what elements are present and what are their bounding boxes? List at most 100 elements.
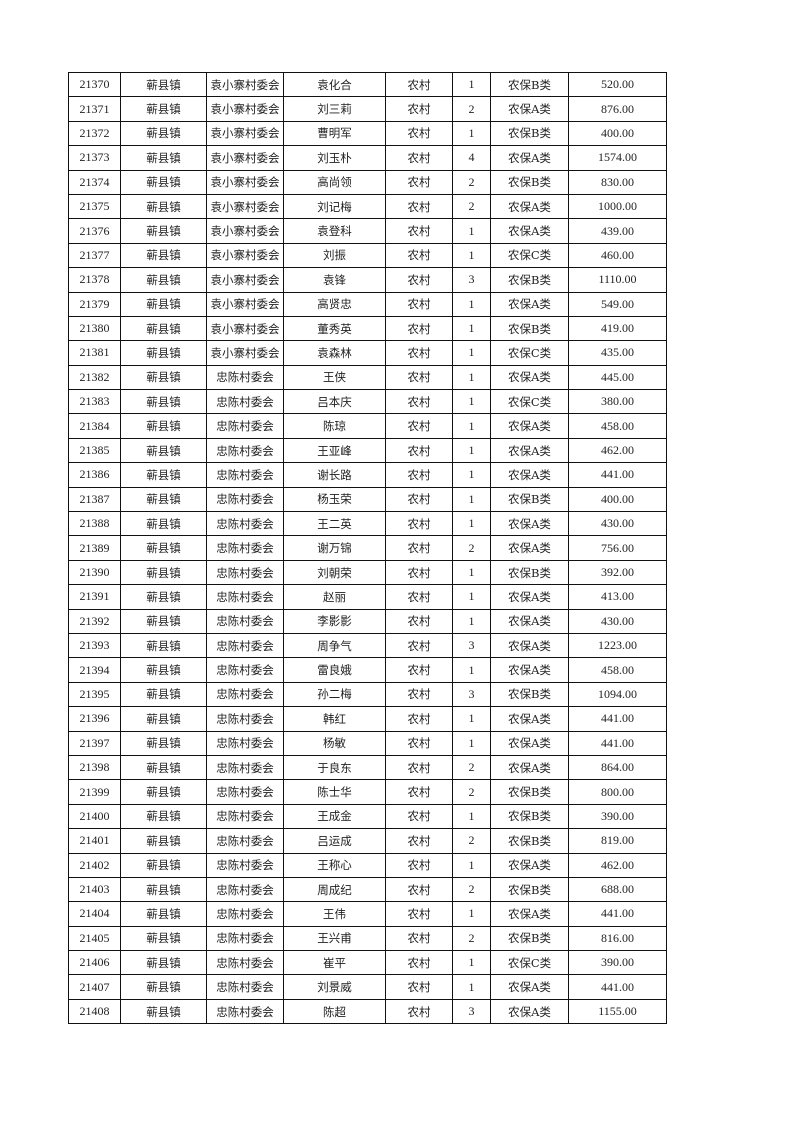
- person-name-cell: 孙二梅: [283, 681, 386, 708]
- village-committee-cell: 忠陈村委会: [206, 608, 284, 634]
- person-name-cell: 于良东: [283, 754, 386, 781]
- town-cell: 蕲县镇: [120, 779, 207, 805]
- record-id-cell: 21402: [68, 852, 121, 878]
- town-cell: 蕲县镇: [120, 71, 207, 98]
- amount-cell: 688.00: [568, 876, 667, 903]
- town-cell: 蕲县镇: [120, 730, 207, 756]
- insurance-category-cell: 农保A类: [490, 511, 569, 537]
- area-type-cell: 农村: [385, 608, 453, 634]
- insurance-category-cell: 农保A类: [490, 852, 569, 878]
- area-type-cell: 农村: [385, 218, 453, 244]
- area-type-cell: 农村: [385, 71, 453, 98]
- area-type-cell: 农村: [385, 437, 453, 464]
- person-name-cell: 赵丽: [283, 584, 386, 610]
- amount-cell: 441.00: [568, 730, 667, 756]
- amount-cell: 441.00: [568, 901, 667, 927]
- household-count-cell: 1: [452, 315, 491, 342]
- town-cell: 蕲县镇: [120, 852, 207, 878]
- table-row: 21372 蕲县镇 袁小寨村委会 曹明军 农村 1 农保B类 400.00: [68, 120, 667, 147]
- town-cell: 蕲县镇: [120, 657, 207, 683]
- household-count-cell: 1: [452, 852, 491, 878]
- insurance-category-cell: 农保B类: [490, 876, 569, 903]
- household-count-cell: 1: [452, 803, 491, 830]
- person-name-cell: 刘记梅: [283, 193, 386, 220]
- amount-cell: 392.00: [568, 559, 667, 586]
- table-row: 21401 蕲县镇 忠陈村委会 吕运成 农村 2 农保B类 819.00: [68, 828, 667, 854]
- village-committee-cell: 袁小寨村委会: [206, 169, 284, 195]
- person-name-cell: 王称心: [283, 852, 386, 878]
- area-type-cell: 农村: [385, 754, 453, 781]
- household-count-cell: 1: [452, 974, 491, 1000]
- table-row: 21391 蕲县镇 忠陈村委会 赵丽 农村 1 农保A类 413.00: [68, 584, 667, 610]
- household-count-cell: 1: [452, 242, 491, 269]
- area-type-cell: 农村: [385, 535, 453, 561]
- record-id-cell: 21404: [68, 901, 121, 927]
- person-name-cell: 李影影: [283, 608, 386, 634]
- record-id-cell: 21401: [68, 828, 121, 854]
- amount-cell: 462.00: [568, 852, 667, 878]
- person-name-cell: 刘朝荣: [283, 559, 386, 586]
- record-id-cell: 21374: [68, 169, 121, 195]
- insurance-category-cell: 农保B类: [490, 267, 569, 293]
- record-id-cell: 21384: [68, 413, 121, 439]
- table-row: 21380 蕲县镇 袁小寨村委会 董秀英 农村 1 农保B类 419.00: [68, 315, 667, 342]
- household-count-cell: 3: [452, 998, 491, 1025]
- table-row: 21382 蕲县镇 忠陈村委会 王侠 农村 1 农保A类 445.00: [68, 364, 667, 391]
- town-cell: 蕲县镇: [120, 340, 207, 366]
- area-type-cell: 农村: [385, 803, 453, 830]
- amount-cell: 419.00: [568, 315, 667, 342]
- person-name-cell: 杨玉荣: [283, 486, 386, 513]
- amount-cell: 756.00: [568, 535, 667, 561]
- household-count-cell: 1: [452, 950, 491, 976]
- town-cell: 蕲县镇: [120, 511, 207, 537]
- household-count-cell: 1: [452, 389, 491, 415]
- record-id-cell: 21393: [68, 632, 121, 659]
- record-id-cell: 21398: [68, 754, 121, 781]
- town-cell: 蕲县镇: [120, 145, 207, 171]
- record-id-cell: 21383: [68, 389, 121, 415]
- household-count-cell: 4: [452, 145, 491, 171]
- area-type-cell: 农村: [385, 193, 453, 220]
- household-count-cell: 2: [452, 535, 491, 561]
- insurance-category-cell: 农保A类: [490, 437, 569, 464]
- table-body: 21370 蕲县镇 袁小寨村委会 袁化合 农村 1 农保B类 520.00 21371 蕲县镇 袁小…: [68, 71, 667, 1025]
- table-row: 21384 蕲县镇 忠陈村委会 陈琼 农村 1 农保A类 458.00: [68, 413, 667, 439]
- record-id-cell: 21388: [68, 511, 121, 537]
- insurance-category-cell: 农保A类: [490, 901, 569, 927]
- table-row: 21379 蕲县镇 袁小寨村委会 高贤忠 农村 1 农保A类 549.00: [68, 291, 667, 317]
- table-row: 21405 蕲县镇 忠陈村委会 王兴甫 农村 2 农保B类 816.00: [68, 925, 667, 952]
- record-id-cell: 21381: [68, 340, 121, 366]
- town-cell: 蕲县镇: [120, 681, 207, 708]
- table-row: 21386 蕲县镇 忠陈村委会 谢长路 农村 1 农保A类 441.00: [68, 462, 667, 488]
- record-id-cell: 21380: [68, 315, 121, 342]
- person-name-cell: 袁登科: [283, 218, 386, 244]
- household-count-cell: 1: [452, 901, 491, 927]
- amount-cell: 549.00: [568, 291, 667, 317]
- amount-cell: 816.00: [568, 925, 667, 952]
- town-cell: 蕲县镇: [120, 803, 207, 830]
- record-id-cell: 21373: [68, 145, 121, 171]
- table-row: 21395 蕲县镇 忠陈村委会 孙二梅 农村 3 农保B类 1094.00: [68, 681, 667, 708]
- person-name-cell: 陈士华: [283, 779, 386, 805]
- person-name-cell: 王兴甫: [283, 925, 386, 952]
- household-count-cell: 1: [452, 486, 491, 513]
- area-type-cell: 农村: [385, 242, 453, 269]
- household-count-cell: 2: [452, 779, 491, 805]
- person-name-cell: 刘三莉: [283, 96, 386, 122]
- table-row: 21377 蕲县镇 袁小寨村委会 刘振 农村 1 农保C类 460.00: [68, 242, 667, 269]
- area-type-cell: 农村: [385, 925, 453, 952]
- table-row: 21371 蕲县镇 袁小寨村委会 刘三莉 农村 2 农保A类 876.00: [68, 96, 667, 122]
- person-name-cell: 王亚峰: [283, 437, 386, 464]
- household-count-cell: 3: [452, 632, 491, 659]
- table-row: 21381 蕲县镇 袁小寨村委会 袁森林 农村 1 农保C类 435.00: [68, 340, 667, 366]
- village-committee-cell: 忠陈村委会: [206, 364, 284, 391]
- record-id-cell: 21371: [68, 96, 121, 122]
- person-name-cell: 王侠: [283, 364, 386, 391]
- person-name-cell: 高贤忠: [283, 291, 386, 317]
- insurance-category-cell: 农保B类: [490, 925, 569, 952]
- record-id-cell: 21370: [68, 71, 121, 98]
- person-name-cell: 高尚领: [283, 169, 386, 195]
- amount-cell: 1223.00: [568, 632, 667, 659]
- town-cell: 蕲县镇: [120, 389, 207, 415]
- amount-cell: 390.00: [568, 803, 667, 830]
